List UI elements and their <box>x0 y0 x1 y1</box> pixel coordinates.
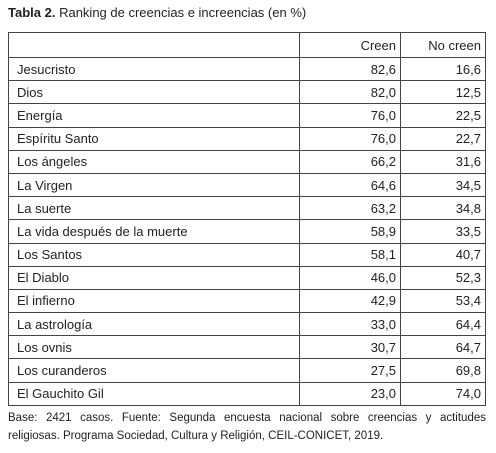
table-row: Dios 82,0 12,5 <box>8 80 486 105</box>
table-title: Tabla 2. Ranking de creencias e increenc… <box>8 5 306 20</box>
value-cell: 46,0 <box>299 265 401 290</box>
table-row: Espíritu Santo 76,0 22,7 <box>8 126 486 151</box>
value-cell: 64,4 <box>400 312 486 337</box>
value-cell: 63,2 <box>299 196 401 221</box>
value-cell: 76,0 <box>299 126 401 151</box>
table-row: Jesucristo 82,6 16,6 <box>8 56 486 82</box>
row-label: El infierno <box>8 288 300 314</box>
value-cell: 58,9 <box>299 219 401 244</box>
value-cell: 64,6 <box>299 172 401 198</box>
row-label: Los ángeles <box>8 149 300 174</box>
footnote: Base: 2421 casos. Fuente: Segunda encues… <box>8 412 486 442</box>
table-row: El infierno 42,9 53,4 <box>8 288 486 314</box>
row-label: La suerte <box>8 196 300 221</box>
row-label: Los Santos <box>8 242 300 267</box>
value-cell: 27,5 <box>299 358 401 383</box>
value-cell: 69,8 <box>400 358 486 383</box>
value-cell: 30,7 <box>299 335 401 360</box>
table-row: Energía 76,0 22,5 <box>8 103 486 128</box>
value-cell: 82,6 <box>299 56 401 82</box>
value-cell: 40,7 <box>400 242 486 267</box>
table-label: Tabla 2. <box>8 5 56 20</box>
table-row: Los ovnis 30,7 64,7 <box>8 335 486 360</box>
value-cell: 52,3 <box>400 265 486 290</box>
row-label: La astrología <box>8 312 300 337</box>
table-row: La suerte 63,2 34,8 <box>8 196 486 221</box>
header-row: Creen No creen <box>8 32 486 58</box>
table-row: La vida después de la muerte 58,9 33,5 <box>8 219 486 244</box>
title-text: Ranking de creencias e increencias (en %… <box>59 5 307 20</box>
value-cell: 22,5 <box>400 103 486 128</box>
row-label: El Diablo <box>8 265 300 290</box>
table-row: Los Santos 58,1 40,7 <box>8 242 486 267</box>
value-cell: 12,5 <box>400 80 486 105</box>
value-cell: 58,1 <box>299 242 401 267</box>
value-cell: 34,8 <box>400 196 486 221</box>
table-row: Los ángeles 66,2 31,6 <box>8 149 486 174</box>
value-cell: 64,7 <box>400 335 486 360</box>
value-cell: 66,2 <box>299 149 401 174</box>
value-cell: 22,7 <box>400 126 486 151</box>
row-label: El Gauchito Gil <box>8 381 300 406</box>
row-label: La Virgen <box>8 172 300 198</box>
value-cell: 33,0 <box>299 312 401 337</box>
value-cell: 23,0 <box>299 381 401 406</box>
value-cell: 82,0 <box>299 80 401 105</box>
value-cell: 16,6 <box>400 56 486 82</box>
row-label: La vida después de la muerte <box>8 219 300 244</box>
table: Creen No creen Jesucristo 82,6 16,6 Dios 82,0 1… <box>8 32 486 406</box>
column-header <box>8 32 300 58</box>
column-header: Creen <box>299 32 401 58</box>
row-label: Energía <box>8 103 300 128</box>
value-cell: 76,0 <box>299 103 401 128</box>
table-row: La Virgen 64,6 34,5 <box>8 172 486 198</box>
value-cell: 31,6 <box>400 149 486 174</box>
value-cell: 74,0 <box>400 381 486 406</box>
value-cell: 42,9 <box>299 288 401 314</box>
table-row: El Diablo 46,0 52,3 <box>8 265 486 290</box>
column-header: No creen <box>400 32 486 58</box>
table-row: Los curanderos 27,5 69,8 <box>8 358 486 383</box>
row-label: Dios <box>8 80 300 105</box>
table-row: La astrología 33,0 64,4 <box>8 312 486 337</box>
row-label: Los ovnis <box>8 335 300 360</box>
value-cell: 34,5 <box>400 172 486 198</box>
row-label: Espíritu Santo <box>8 126 300 151</box>
value-cell: 33,5 <box>400 219 486 244</box>
row-label: Jesucristo <box>8 56 300 82</box>
table-row: El Gauchito Gil 23,0 74,0 <box>8 381 486 406</box>
value-cell: 53,4 <box>400 288 486 314</box>
row-label: Los curanderos <box>8 358 300 383</box>
